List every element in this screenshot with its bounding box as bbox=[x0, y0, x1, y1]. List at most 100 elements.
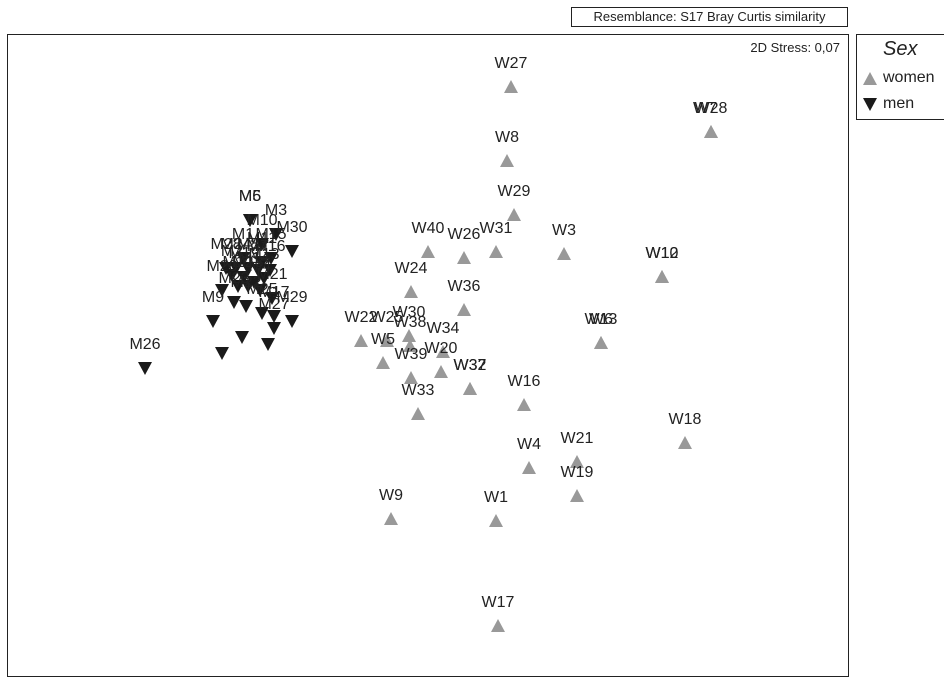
point-label-w24: W24 bbox=[395, 260, 428, 277]
point-m27 bbox=[267, 322, 281, 335]
point-label-m28: M28 bbox=[210, 236, 241, 253]
point-w3 bbox=[557, 247, 571, 260]
point-label-m27: M27 bbox=[258, 296, 289, 313]
point-m8 bbox=[241, 262, 255, 275]
point-label-w20: W20 bbox=[425, 340, 458, 357]
point-label-w12: W12 bbox=[646, 245, 679, 262]
plot-area bbox=[7, 34, 849, 677]
point-label-m19: M19 bbox=[228, 245, 259, 262]
point-label-w32: W32 bbox=[454, 357, 487, 374]
point-m17 bbox=[267, 310, 281, 323]
point-w28 bbox=[704, 125, 718, 138]
point-m1 bbox=[236, 252, 250, 265]
point-w13 bbox=[594, 336, 608, 349]
point-label-w38: W38 bbox=[394, 314, 427, 331]
point-w4 bbox=[522, 461, 536, 474]
point-m3 bbox=[269, 228, 283, 241]
point-m25 bbox=[255, 307, 269, 320]
point-m21 bbox=[265, 292, 279, 305]
point-w21 bbox=[570, 455, 584, 468]
point-m23 bbox=[227, 296, 241, 309]
point-m26 bbox=[138, 362, 152, 375]
point-w5 bbox=[376, 356, 390, 369]
point-label-m23: M23 bbox=[218, 270, 249, 287]
point-w31 bbox=[489, 245, 503, 258]
point-w36 bbox=[457, 303, 471, 316]
point-m14 bbox=[247, 276, 261, 289]
point-w32 bbox=[463, 382, 477, 395]
point-m7 bbox=[251, 264, 265, 277]
point-m13 bbox=[257, 272, 271, 285]
point-m28 bbox=[219, 262, 233, 275]
point-w40 bbox=[421, 245, 435, 258]
point-w22 bbox=[354, 334, 368, 347]
point-label-m3: M3 bbox=[265, 202, 287, 219]
point-label-m18: M18 bbox=[232, 254, 263, 271]
point-label-m30: M30 bbox=[276, 219, 307, 236]
point-label-w5: W5 bbox=[371, 331, 395, 348]
point-w38 bbox=[403, 339, 417, 352]
point-label-m17: M17 bbox=[258, 284, 289, 301]
point-label-m5: M5 bbox=[239, 188, 261, 205]
point-w1 bbox=[489, 514, 503, 527]
point-label-w9: W9 bbox=[379, 487, 403, 504]
point-label-w39: W39 bbox=[395, 346, 428, 363]
point-label-m21: M21 bbox=[256, 266, 287, 283]
point-m5 bbox=[243, 214, 257, 227]
point-label-m20: M20 bbox=[206, 258, 237, 275]
point-label-w30: W30 bbox=[393, 304, 426, 321]
legend-item-men: men bbox=[863, 95, 914, 113]
point-m20 bbox=[215, 284, 229, 297]
point-w34 bbox=[436, 345, 450, 358]
point-w27 bbox=[504, 80, 518, 93]
point-label-w7: W7 bbox=[693, 100, 717, 117]
point-w24 bbox=[404, 285, 418, 298]
point-label-m7: M7 bbox=[247, 238, 269, 255]
point-m22 bbox=[239, 300, 253, 313]
point-label-w17: W17 bbox=[482, 594, 515, 611]
point-m32 bbox=[261, 338, 275, 351]
point-label-m4: M4 bbox=[249, 258, 271, 275]
point-w18 bbox=[678, 436, 692, 449]
point-w17 bbox=[491, 619, 505, 632]
point-label-m25: M25 bbox=[246, 281, 277, 298]
point-label-m29: M29 bbox=[276, 289, 307, 306]
point-label-m10: M10 bbox=[246, 212, 277, 229]
point-w8 bbox=[500, 154, 514, 167]
point-label-m12: M12 bbox=[222, 254, 253, 271]
point-w12 bbox=[655, 270, 669, 283]
point-m9 bbox=[206, 315, 220, 328]
point-label-w27: W27 bbox=[495, 55, 528, 72]
point-label-w8: W8 bbox=[495, 129, 519, 146]
point-label-m13: M13 bbox=[248, 246, 279, 263]
point-label-m9: M9 bbox=[202, 289, 224, 306]
point-label-w37: W37 bbox=[454, 357, 487, 374]
point-label-w36: W36 bbox=[448, 278, 481, 295]
point-label-w16: W16 bbox=[508, 373, 541, 390]
point-label-w19: W19 bbox=[561, 464, 594, 481]
point-label-w10: W10 bbox=[646, 245, 679, 262]
point-label-w25: W25 bbox=[371, 309, 404, 326]
point-label-w26: W26 bbox=[448, 226, 481, 243]
point-m2 bbox=[225, 269, 239, 282]
point-m29 bbox=[285, 315, 299, 328]
point-label-m16: M16 bbox=[254, 238, 285, 255]
point-label-w31: W31 bbox=[480, 220, 513, 237]
point-w19 bbox=[570, 489, 584, 502]
point-label-w21: W21 bbox=[561, 430, 594, 447]
point-label-m14: M14 bbox=[238, 250, 269, 267]
point-label-w6: W6 bbox=[589, 311, 613, 328]
legend: Sex women men bbox=[856, 34, 944, 120]
point-label-m15: M15 bbox=[255, 226, 286, 243]
resemblance-caption: Resemblance: S17 Bray Curtis similarity bbox=[571, 7, 848, 27]
point-label-m11: M11 bbox=[247, 230, 277, 247]
triangle-up-icon bbox=[863, 71, 877, 85]
point-m24 bbox=[229, 262, 243, 275]
point-label-w13: W13 bbox=[585, 311, 618, 328]
point-m16 bbox=[263, 264, 277, 277]
point-m15 bbox=[264, 252, 278, 265]
point-label-m1: M1 bbox=[232, 226, 254, 243]
point-m4 bbox=[253, 284, 267, 297]
point-w16 bbox=[517, 398, 531, 411]
